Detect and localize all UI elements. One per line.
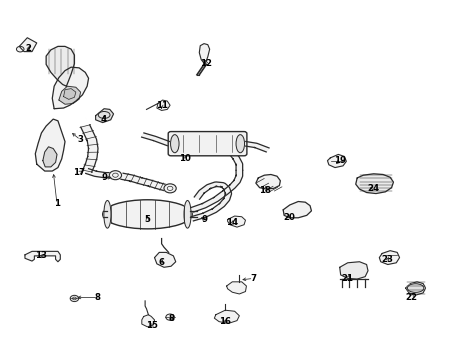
Text: 9: 9: [201, 215, 207, 224]
Polygon shape: [52, 67, 89, 109]
Ellipse shape: [171, 135, 179, 153]
Text: 3: 3: [78, 135, 83, 144]
Text: 22: 22: [405, 293, 417, 302]
Text: 12: 12: [201, 59, 212, 68]
Text: 20: 20: [283, 213, 295, 222]
Ellipse shape: [98, 111, 110, 118]
Polygon shape: [155, 252, 176, 267]
Polygon shape: [214, 310, 239, 324]
Polygon shape: [190, 211, 197, 217]
Text: 8: 8: [168, 314, 174, 323]
Text: 8: 8: [95, 293, 101, 302]
Polygon shape: [121, 173, 167, 191]
Polygon shape: [46, 46, 74, 86]
Polygon shape: [228, 216, 246, 227]
Polygon shape: [25, 251, 60, 262]
Ellipse shape: [104, 201, 111, 228]
Circle shape: [109, 171, 121, 180]
Polygon shape: [406, 282, 426, 295]
Text: 21: 21: [342, 274, 354, 283]
Polygon shape: [328, 154, 346, 168]
Circle shape: [17, 46, 24, 52]
Polygon shape: [191, 170, 243, 212]
Polygon shape: [142, 133, 170, 146]
Polygon shape: [59, 86, 81, 104]
Polygon shape: [283, 201, 311, 218]
Polygon shape: [96, 109, 114, 122]
Ellipse shape: [103, 200, 192, 229]
Text: 13: 13: [36, 251, 47, 260]
Polygon shape: [36, 119, 65, 171]
Polygon shape: [356, 174, 393, 194]
Polygon shape: [379, 251, 400, 265]
Ellipse shape: [407, 284, 424, 292]
Text: 9: 9: [101, 173, 107, 183]
Text: 23: 23: [382, 255, 394, 264]
Text: 5: 5: [145, 215, 150, 224]
Polygon shape: [227, 282, 246, 294]
Text: 15: 15: [146, 321, 158, 329]
Polygon shape: [81, 125, 98, 172]
Polygon shape: [245, 141, 269, 152]
Circle shape: [164, 184, 176, 193]
Text: 24: 24: [368, 184, 380, 193]
Polygon shape: [86, 169, 115, 178]
Text: 18: 18: [259, 186, 271, 195]
Text: 14: 14: [226, 218, 238, 228]
Circle shape: [70, 295, 79, 302]
Text: 16: 16: [219, 317, 231, 326]
Text: 7: 7: [250, 274, 256, 283]
Ellipse shape: [184, 201, 191, 228]
Ellipse shape: [236, 135, 245, 153]
Polygon shape: [221, 146, 243, 170]
Text: 1: 1: [54, 199, 60, 208]
Polygon shape: [103, 211, 108, 217]
Text: 11: 11: [155, 101, 168, 110]
Text: 19: 19: [334, 156, 346, 165]
Polygon shape: [19, 38, 36, 52]
Polygon shape: [191, 182, 231, 221]
Text: 10: 10: [179, 154, 191, 163]
Polygon shape: [142, 315, 155, 327]
FancyBboxPatch shape: [168, 132, 247, 156]
Polygon shape: [157, 100, 170, 110]
Polygon shape: [199, 44, 210, 65]
Text: 2: 2: [26, 44, 32, 53]
Polygon shape: [43, 147, 57, 167]
Polygon shape: [64, 89, 76, 99]
Polygon shape: [256, 174, 280, 189]
Circle shape: [166, 314, 174, 320]
Text: 4: 4: [101, 114, 107, 124]
Text: 6: 6: [159, 258, 164, 267]
Polygon shape: [340, 262, 368, 279]
Text: 17: 17: [73, 168, 85, 177]
